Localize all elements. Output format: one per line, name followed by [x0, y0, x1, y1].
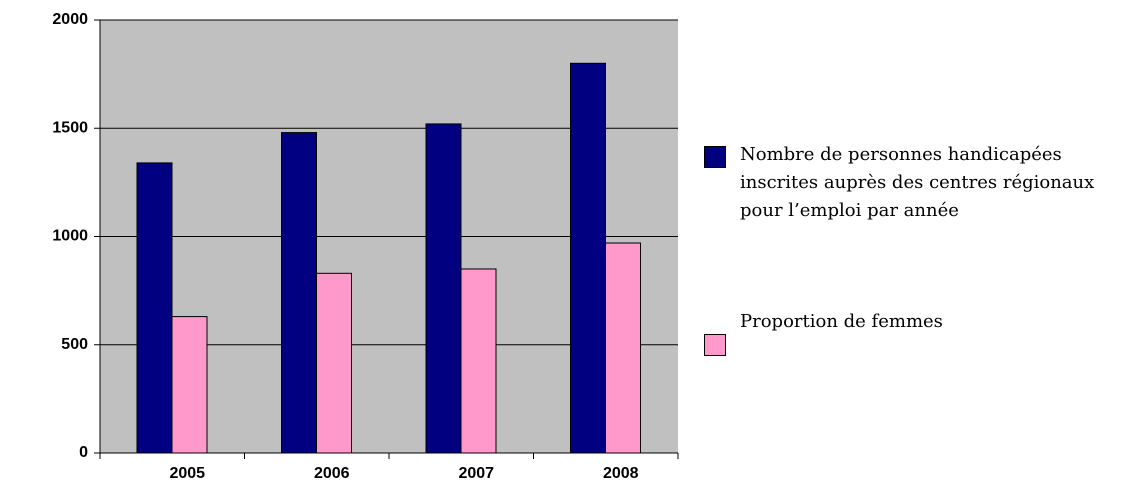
legend-label: Proportion de femmes	[740, 311, 943, 332]
x-tick-label: 2006	[314, 465, 350, 482]
bar	[281, 132, 317, 454]
x-tick-label: 2007	[458, 465, 494, 482]
x-tick-label: 2008	[603, 465, 639, 482]
legend-swatch	[704, 334, 726, 356]
bar	[316, 272, 352, 454]
y-tick-label: 1500	[52, 119, 88, 136]
bar	[570, 62, 606, 454]
y-tick-label: 1000	[52, 228, 88, 245]
legend-swatch	[704, 146, 726, 168]
bar	[136, 162, 173, 454]
bar	[171, 316, 208, 454]
bar	[425, 123, 462, 454]
bar	[605, 242, 641, 454]
y-tick-label: 500	[61, 336, 88, 353]
bar	[460, 268, 497, 454]
y-tick-label: 2000	[52, 11, 88, 28]
y-tick-label: 0	[79, 444, 88, 461]
x-tick-label: 2005	[169, 465, 205, 482]
legend-label: Nombre de personnes handicapées inscrite…	[740, 144, 1095, 221]
